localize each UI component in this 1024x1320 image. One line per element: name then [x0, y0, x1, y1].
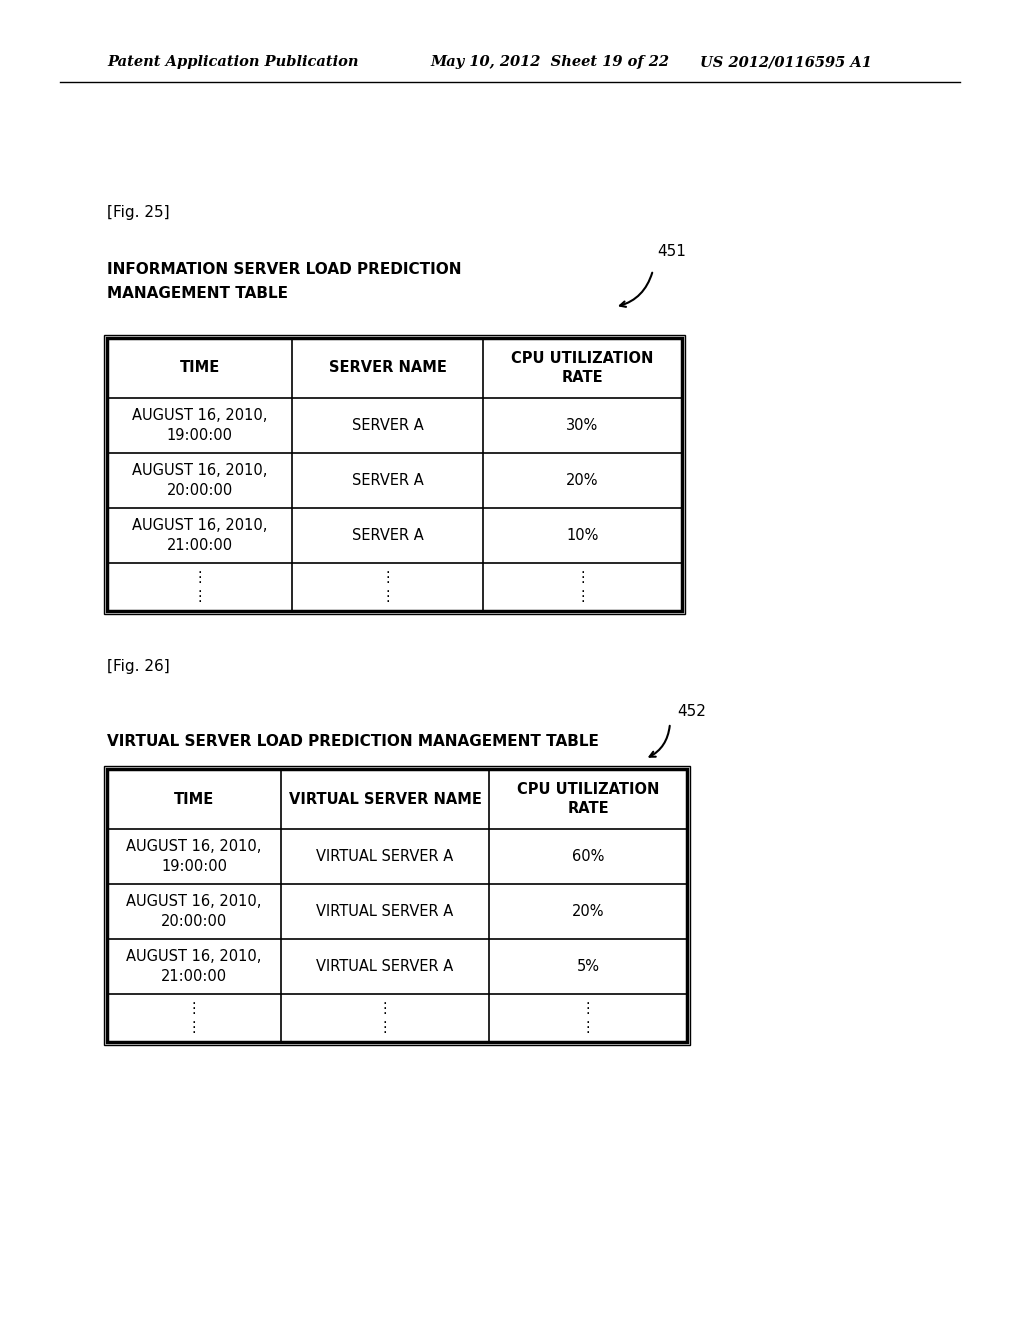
- Text: 20%: 20%: [571, 904, 604, 919]
- Text: VIRTUAL SERVER NAME: VIRTUAL SERVER NAME: [289, 792, 481, 807]
- Text: SERVER A: SERVER A: [351, 473, 423, 488]
- Text: 10%: 10%: [566, 528, 599, 543]
- Text: VIRTUAL SERVER A: VIRTUAL SERVER A: [316, 849, 454, 865]
- Text: US 2012/0116595 A1: US 2012/0116595 A1: [700, 55, 871, 69]
- Text: SERVER A: SERVER A: [351, 528, 423, 543]
- Text: CPU UTILIZATION
RATE: CPU UTILIZATION RATE: [517, 781, 659, 816]
- Text: AUGUST 16, 2010,
21:00:00: AUGUST 16, 2010, 21:00:00: [126, 949, 262, 983]
- Text: ⋮
⋮: ⋮ ⋮: [581, 1001, 595, 1035]
- Text: 451: 451: [657, 244, 686, 260]
- Text: AUGUST 16, 2010,
20:00:00: AUGUST 16, 2010, 20:00:00: [132, 463, 267, 498]
- Text: MANAGEMENT TABLE: MANAGEMENT TABLE: [106, 286, 288, 301]
- Text: AUGUST 16, 2010,
21:00:00: AUGUST 16, 2010, 21:00:00: [132, 519, 267, 553]
- Bar: [104, 335, 685, 614]
- Text: TIME: TIME: [179, 360, 219, 375]
- Text: ⋮
⋮: ⋮ ⋮: [193, 570, 207, 605]
- Text: SERVER NAME: SERVER NAME: [329, 360, 446, 375]
- Text: 5%: 5%: [577, 960, 599, 974]
- Text: CPU UTILIZATION
RATE: CPU UTILIZATION RATE: [511, 351, 653, 385]
- Bar: [104, 766, 690, 1045]
- Text: SERVER A: SERVER A: [351, 418, 423, 433]
- Text: 452: 452: [677, 704, 706, 718]
- Text: 20%: 20%: [566, 473, 599, 488]
- Text: [Fig. 26]: [Fig. 26]: [106, 659, 170, 673]
- Text: ⋮
⋮: ⋮ ⋮: [186, 1001, 202, 1035]
- Text: AUGUST 16, 2010,
19:00:00: AUGUST 16, 2010, 19:00:00: [132, 408, 267, 444]
- Text: ⋮
⋮: ⋮ ⋮: [380, 570, 395, 605]
- Text: VIRTUAL SERVER A: VIRTUAL SERVER A: [316, 904, 454, 919]
- Text: INFORMATION SERVER LOAD PREDICTION: INFORMATION SERVER LOAD PREDICTION: [106, 263, 462, 277]
- Bar: [106, 770, 687, 1041]
- Text: AUGUST 16, 2010,
19:00:00: AUGUST 16, 2010, 19:00:00: [126, 840, 262, 874]
- Text: Patent Application Publication: Patent Application Publication: [106, 55, 358, 69]
- Text: VIRTUAL SERVER LOAD PREDICTION MANAGEMENT TABLE: VIRTUAL SERVER LOAD PREDICTION MANAGEMEN…: [106, 734, 599, 748]
- Text: TIME: TIME: [174, 792, 214, 807]
- Text: AUGUST 16, 2010,
20:00:00: AUGUST 16, 2010, 20:00:00: [126, 894, 262, 929]
- Text: [Fig. 25]: [Fig. 25]: [106, 206, 170, 220]
- Text: ⋮
⋮: ⋮ ⋮: [575, 570, 590, 605]
- Text: VIRTUAL SERVER A: VIRTUAL SERVER A: [316, 960, 454, 974]
- Text: 60%: 60%: [571, 849, 604, 865]
- Text: 30%: 30%: [566, 418, 599, 433]
- Text: ⋮
⋮: ⋮ ⋮: [378, 1001, 392, 1035]
- Bar: [106, 338, 682, 611]
- Text: May 10, 2012  Sheet 19 of 22: May 10, 2012 Sheet 19 of 22: [430, 55, 669, 69]
